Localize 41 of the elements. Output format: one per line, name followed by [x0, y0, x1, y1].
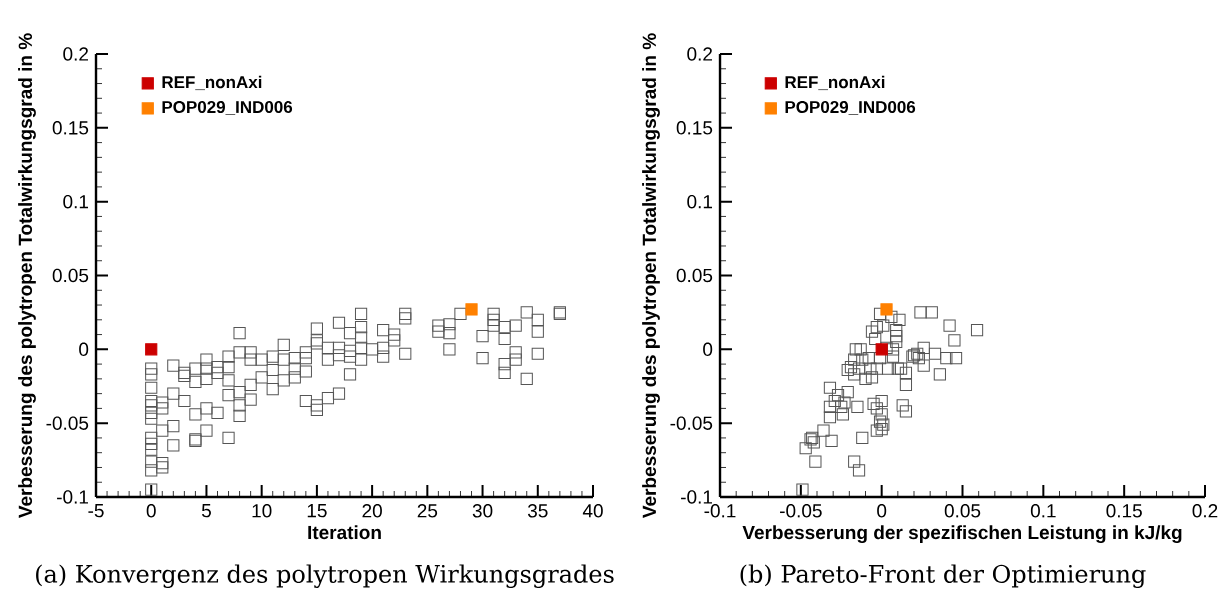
- legend-label: REF_nonAxi: [162, 75, 262, 91]
- x-tick-label: 25: [417, 504, 438, 518]
- x-tick-label: 0.15: [1106, 504, 1142, 518]
- legend-label: REF_nonAxi: [785, 75, 885, 91]
- x-tick-label: 0.1: [1030, 504, 1056, 518]
- x-tick-label: 5: [201, 504, 211, 518]
- x-tick-label: 10: [252, 504, 272, 518]
- y-tick-label: 0.2: [63, 47, 89, 61]
- x-tick-label: -0.05: [780, 504, 822, 518]
- legend-label: POP029_IND006: [785, 101, 916, 115]
- y-tick-label: 0.15: [676, 121, 713, 135]
- y-axis-title: Verbesserung des polytropen Totalwirkungsgrad in %: [18, 33, 36, 519]
- x-tick-label: 40: [582, 504, 603, 518]
- y-tick-label: 0.05: [676, 268, 713, 283]
- x-axis-title: Verbesserung der spezifischen Leistung in kJ/kg: [742, 525, 1182, 544]
- x-tick-label: 0: [146, 504, 156, 518]
- x-tick-label: -0.1: [704, 504, 736, 518]
- x-tick-label: 0: [877, 504, 887, 518]
- y-tick-label: -0.1: [57, 490, 89, 504]
- x-tick-label: 0.2: [1192, 504, 1218, 518]
- text: (a) Konvergenz des polytropen Wirkungsgrades: [36, 564, 614, 588]
- y-tick-label: 0.15: [52, 121, 89, 135]
- y-tick-label: 0.05: [52, 268, 89, 283]
- y-tick-label: 0.2: [687, 47, 713, 61]
- x-tick-label: 35: [527, 504, 548, 518]
- y-tick-label: -0.1: [681, 490, 713, 504]
- x-tick-label: -5: [88, 504, 104, 518]
- y-tick-label: 0: [79, 342, 89, 357]
- x-axis-title: Iteration: [308, 525, 381, 540]
- y-tick-label: 0: [703, 342, 713, 357]
- x-tick-label: 30: [472, 504, 493, 518]
- x-tick-label: 15: [307, 504, 327, 518]
- y-tick-label: 0.1: [63, 194, 89, 209]
- legend-label: POP029_IND006: [162, 101, 293, 115]
- y-tick-label: -0.05: [46, 416, 89, 430]
- y-tick-label: -0.05: [670, 416, 713, 430]
- y-tick-label: 0.1: [687, 194, 713, 209]
- x-tick-label: 20: [362, 504, 382, 518]
- text: (b) Pareto-Front der Optimierung: [740, 564, 1146, 588]
- x-tick-label: 0.05: [944, 504, 981, 518]
- y-axis-title: Verbesserung des polytropen Totalwirkungsgrad in %: [642, 33, 660, 519]
